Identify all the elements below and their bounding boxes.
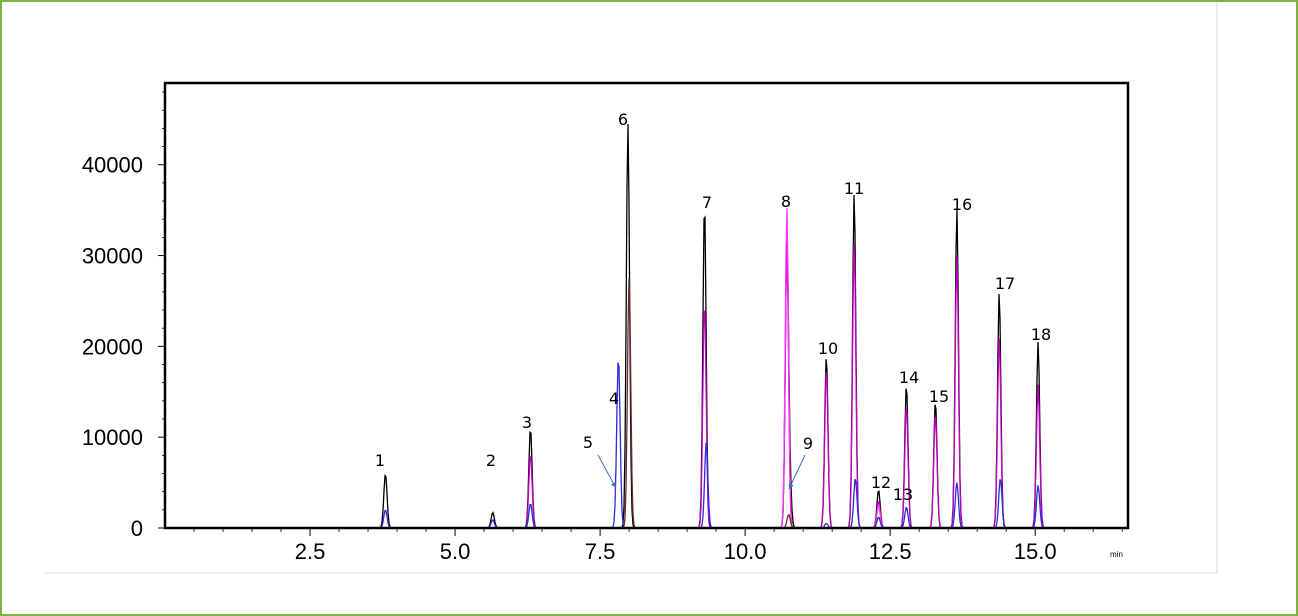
y-tick-label: 30000 <box>82 244 143 269</box>
plot-area-border <box>163 81 1130 530</box>
x-tick-label: 12.5 <box>869 539 912 564</box>
y-tick-label: 20000 <box>82 334 143 359</box>
peak-label-4: 4 <box>609 389 619 408</box>
peak-annotation-arrows <box>597 454 806 490</box>
peak-label-14: 14 <box>899 368 919 387</box>
x-tick-label: 15.0 <box>1014 539 1057 564</box>
trace-line-5 <box>165 278 1128 529</box>
peak-label-13: 13 <box>893 485 913 504</box>
peak-label-8: 8 <box>781 192 791 211</box>
y-tick-label: 40000 <box>82 153 143 178</box>
x-axis-unit-label: min <box>1110 550 1123 559</box>
peak-label-9: 9 <box>803 434 813 453</box>
peak-5-arrow-line <box>597 454 617 489</box>
peak-9-arrow-head <box>788 483 794 489</box>
trace-line-2 <box>165 243 1128 529</box>
peak-label-3: 3 <box>522 413 532 432</box>
peak-label-16: 16 <box>952 195 972 214</box>
x-tick-label: 7.5 <box>585 539 616 564</box>
x-tick-label: 2.5 <box>295 539 326 564</box>
trace-line-4 <box>165 362 1128 529</box>
peak-label-6: 6 <box>618 110 628 129</box>
peak-label-2: 2 <box>486 451 496 470</box>
peak-9-arrow-line <box>788 454 806 490</box>
peak-label-15: 15 <box>929 387 949 406</box>
y-tick-label: 10000 <box>82 425 143 450</box>
y-axis: 0 10000 20000 30000 40000 <box>82 91 165 541</box>
peak-5-arrow-head <box>611 482 616 488</box>
peak-label-17: 17 <box>995 274 1015 293</box>
peak-label-5: 5 <box>583 433 593 452</box>
peak-label-10: 10 <box>818 339 838 358</box>
peak-label-7: 7 <box>702 193 712 212</box>
trace-line-1 <box>165 124 1128 529</box>
x-tick-label: 5.0 <box>440 539 471 564</box>
x-tick-label: 10.0 <box>724 539 767 564</box>
peak-label-11: 11 <box>844 179 864 198</box>
peak-label-18: 18 <box>1031 325 1051 344</box>
chart-traces <box>165 124 1128 529</box>
trace-line-3 <box>165 208 1128 529</box>
peak-label-1: 1 <box>375 451 385 470</box>
y-tick-label: 0 <box>131 516 143 541</box>
x-axis: 2.5 5.0 7.5 10.0 12.5 15.0 <box>193 528 1123 564</box>
peak-label-12: 12 <box>871 473 891 492</box>
